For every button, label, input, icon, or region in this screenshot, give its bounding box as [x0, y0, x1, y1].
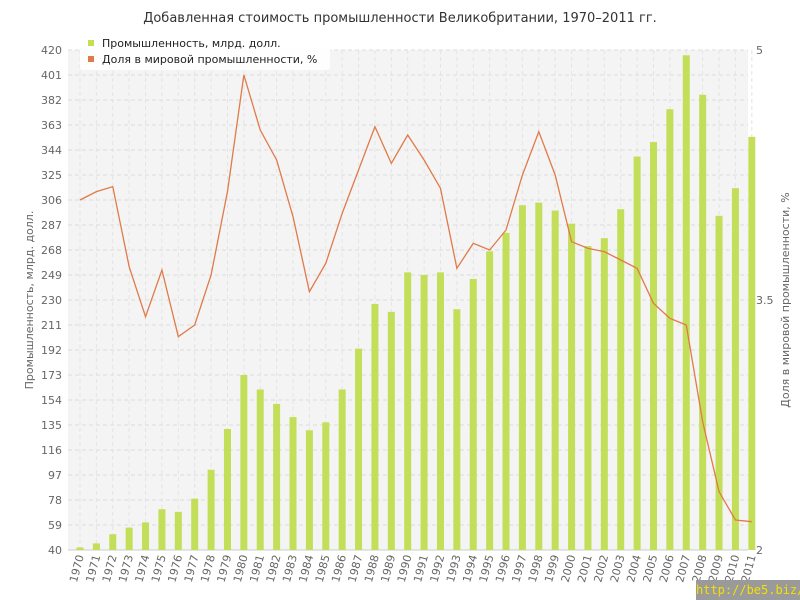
- left-axis-ticks: 40 59 78 97 116 135 154 173 192 211 230 249 268 287 30…: [41, 44, 62, 557]
- y-left-tick-label: 287: [41, 219, 62, 232]
- bar: [387, 311, 395, 550]
- bar: [371, 303, 379, 550]
- bar: [289, 417, 297, 550]
- bar: [453, 309, 461, 550]
- y-axis-left-title: Промышленность, млрд. долл.: [23, 211, 36, 390]
- y-left-tick-label: 135: [41, 419, 62, 432]
- bar: [76, 547, 84, 550]
- y-right-tick-label: 2: [756, 544, 763, 557]
- bar: [518, 205, 526, 550]
- bar: [600, 238, 608, 550]
- y-left-tick-label: 78: [48, 494, 62, 507]
- legend-swatch-line: [88, 56, 94, 62]
- y-axis-right-title: Доля в мировой промышленности, %: [779, 192, 792, 407]
- bar: [92, 543, 100, 550]
- bar: [158, 509, 166, 550]
- y-left-tick-label: 230: [41, 294, 62, 307]
- bar: [731, 188, 739, 550]
- legend-label-bars: Промышленность, млрд. долл.: [102, 37, 281, 50]
- legend-label-line: Доля в мировой промышленности, %: [102, 53, 317, 66]
- watermark: http://be5.biz/: [696, 580, 800, 600]
- chart-title: Добавленная стоимость промышленности Вел…: [143, 11, 657, 26]
- y-left-tick-label: 420: [41, 44, 62, 57]
- legend-swatch-bars: [88, 40, 94, 46]
- y-left-tick-label: 97: [48, 469, 62, 482]
- bar: [633, 156, 641, 550]
- y-left-tick-label: 306: [41, 194, 62, 207]
- series-line: [79, 74, 752, 523]
- bar: [420, 275, 428, 550]
- bar: [436, 272, 444, 550]
- x-axis-ticks: 1970197119721973197419751976197719781979…: [67, 553, 759, 583]
- bar: [469, 278, 477, 550]
- y-left-tick-label: 211: [41, 319, 62, 332]
- y-left-tick-label: 173: [41, 369, 62, 382]
- bar: [322, 422, 330, 550]
- legend: Промышленность, млрд. долл. Доля в миров…: [80, 34, 330, 70]
- bar: [174, 511, 182, 550]
- y-left-tick-label: 249: [41, 269, 62, 282]
- y-left-tick-label: 40: [48, 544, 62, 557]
- y-right-tick-label: 5: [756, 44, 763, 57]
- bar: [649, 142, 657, 550]
- bar: [125, 527, 133, 550]
- y-left-tick-label: 325: [41, 169, 62, 182]
- bar: [355, 348, 363, 550]
- bar: [191, 498, 199, 550]
- bar: [568, 223, 576, 550]
- legend-box: [80, 34, 330, 70]
- y-left-tick-label: 401: [41, 69, 62, 82]
- bar: [207, 469, 215, 550]
- y-left-tick-label: 154: [41, 394, 62, 407]
- y-left-tick-label: 268: [41, 244, 62, 257]
- bar: [715, 215, 723, 550]
- bar: [305, 430, 313, 550]
- bar: [142, 522, 150, 550]
- bar: [748, 136, 756, 550]
- right-axis-ticks: 23.55: [756, 44, 774, 557]
- bar: [666, 109, 674, 551]
- bar: [404, 272, 412, 550]
- bar: [338, 389, 346, 550]
- y-left-tick-label: 192: [41, 344, 62, 357]
- y-left-tick-label: 59: [48, 519, 62, 532]
- bar: [223, 428, 231, 550]
- bar: [486, 251, 494, 550]
- y-left-tick-label: 382: [41, 94, 62, 107]
- bar: [256, 389, 264, 550]
- bar: [617, 209, 625, 551]
- bar: [584, 246, 592, 551]
- bar: [699, 94, 707, 550]
- bar: [535, 202, 543, 550]
- bar: [682, 55, 690, 551]
- line-series: [79, 74, 752, 523]
- bar: [273, 403, 281, 550]
- bar: [551, 210, 559, 551]
- bar: [109, 534, 117, 550]
- y-left-tick-label: 363: [41, 119, 62, 132]
- y-left-tick-label: 116: [41, 444, 62, 457]
- bar: [502, 232, 510, 551]
- y-right-tick-label: 3.5: [756, 294, 774, 307]
- bar-series: [76, 55, 756, 551]
- bar: [240, 375, 248, 550]
- y-left-tick-label: 344: [41, 144, 62, 157]
